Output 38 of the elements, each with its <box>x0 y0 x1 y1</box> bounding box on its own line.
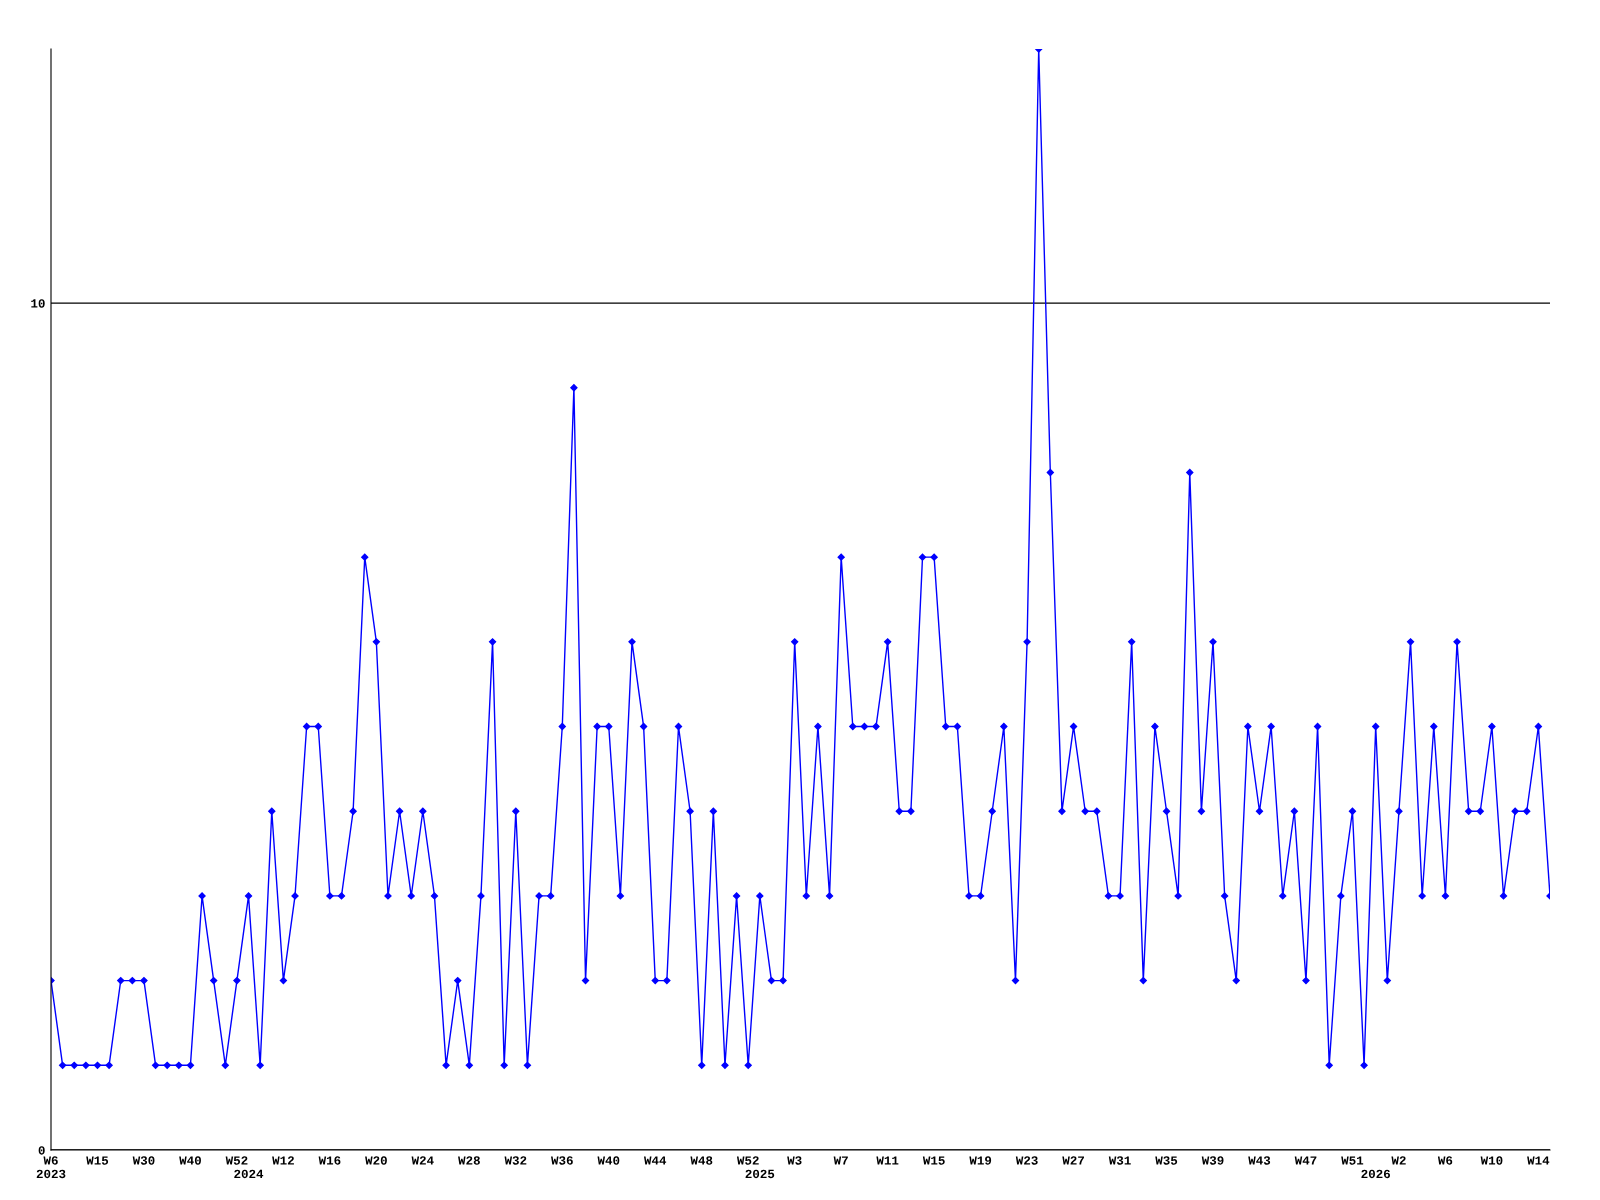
x-tick-label: W14 <box>1527 1156 1550 1165</box>
x-tick-label: W10 <box>1480 1156 1503 1165</box>
x-tick-label: W3 <box>787 1156 802 1165</box>
x-tick-label: W24 <box>411 1156 434 1165</box>
x-tick-label: W40 <box>179 1156 201 1165</box>
x-tick-label: W32 <box>504 1156 527 1165</box>
x-tick-label: W36 <box>551 1156 573 1165</box>
x-tick-label: W52 <box>736 1156 759 1165</box>
x-tick-label: W35 <box>1155 1156 1178 1165</box>
x-tick-label: W30 <box>132 1156 155 1165</box>
x-tick-label: W31 <box>1108 1156 1131 1165</box>
x-tick-label: W15 <box>86 1156 109 1165</box>
x-tick-label: 2026 <box>1361 1169 1390 1179</box>
x-tick-label: W43 <box>1248 1156 1271 1165</box>
x-tick-label: 2024 <box>234 1169 264 1179</box>
x-tick-label: W11 <box>876 1156 899 1165</box>
x-tick-label: W20 <box>365 1156 387 1165</box>
x-tick-label: W2 <box>1391 1156 1406 1165</box>
x-tick-label: W44 <box>644 1156 667 1165</box>
x-tick-label: W28 <box>458 1156 480 1165</box>
x-tick-label: W12 <box>272 1156 294 1165</box>
y-tick-label: 0 <box>38 1146 45 1155</box>
x-tick-label: W19 <box>969 1156 992 1165</box>
x-tick-label: W40 <box>597 1156 620 1165</box>
x-tick-label: W15 <box>922 1156 945 1165</box>
x-tick-label: W6 2023 <box>36 1156 66 1179</box>
x-tick-label: W16 <box>318 1156 341 1165</box>
x-tick-label: W39 <box>1201 1156 1224 1165</box>
x-tick-label: 2025 <box>745 1169 775 1179</box>
x-tick-label: W6 <box>1437 1156 1453 1165</box>
y-tick-label: 10 <box>31 299 45 308</box>
x-tick-label: W23 <box>1015 1156 1038 1165</box>
x-tick-label: W48 <box>690 1156 713 1165</box>
x-tick-label: W47 <box>1294 1156 1317 1165</box>
x-tick-label: W7 <box>833 1156 848 1165</box>
x-tick-label: W51 <box>1341 1156 1364 1165</box>
x-tick-label: W52 <box>225 1156 248 1165</box>
x-tick-label: W27 <box>1062 1156 1084 1165</box>
